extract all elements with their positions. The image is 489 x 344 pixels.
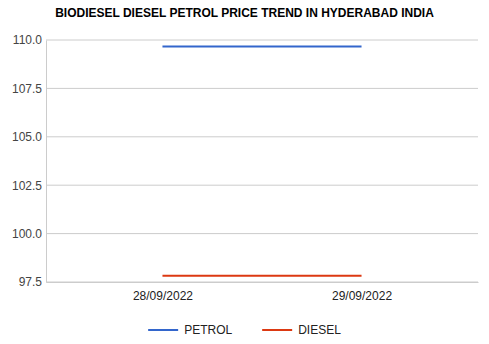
series-line [162,46,361,48]
legend-swatch [148,329,178,331]
y-tick: 110.0 [13,33,46,47]
y-tick: 107.5 [12,82,46,96]
x-axis-line [47,282,479,283]
legend: PETROL DIESEL [148,323,341,337]
y-tick-label: 107.5 [12,82,42,96]
x-tick-label: 28/09/2022 [133,289,193,303]
series-group [162,47,361,276]
legend-label: PETROL [184,323,232,337]
grid-line [46,88,478,89]
y-tick-label: 105.0 [12,130,42,144]
legend-label: DIESEL [298,323,341,337]
grid [46,40,478,282]
x-axis: 28/09/2022 29/09/2022 [47,282,479,303]
x-tick: 29/09/2022 [332,282,392,303]
x-tick-label: 29/09/2022 [332,289,392,303]
x-tick: 28/09/2022 [133,282,193,303]
legend-item: DIESEL [262,323,341,337]
grid-line [46,136,478,137]
y-tick: 97.5 [19,275,46,289]
y-axis: 97.5 100.0 102.5 105.0 107.5 110.0 [12,33,47,289]
chart: BIODIESEL DIESEL PETROL PRICE TREND IN H… [0,0,489,344]
title: BIODIESEL DIESEL PETROL PRICE TREND IN H… [55,6,434,20]
y-tick-label: 102.5 [12,179,42,193]
y-tick: 100.0 [12,227,46,241]
grid-line [46,40,478,41]
grid-line [46,233,478,234]
y-tick-label: 100.0 [12,227,42,241]
y-tick-label: 110.0 [13,33,42,47]
grid-line [46,185,478,186]
plot: 97.5100.0102.5105.0107.5110.028/09/20222… [12,33,479,302]
series-line [162,275,361,277]
y-axis-line [46,41,47,283]
y-tick: 105.0 [12,130,46,144]
legend-item: PETROL [148,323,232,337]
y-tick: 102.5 [12,179,46,193]
legend-swatch [262,329,292,331]
grid-line [46,282,478,283]
y-tick-label: 97.5 [19,275,43,289]
